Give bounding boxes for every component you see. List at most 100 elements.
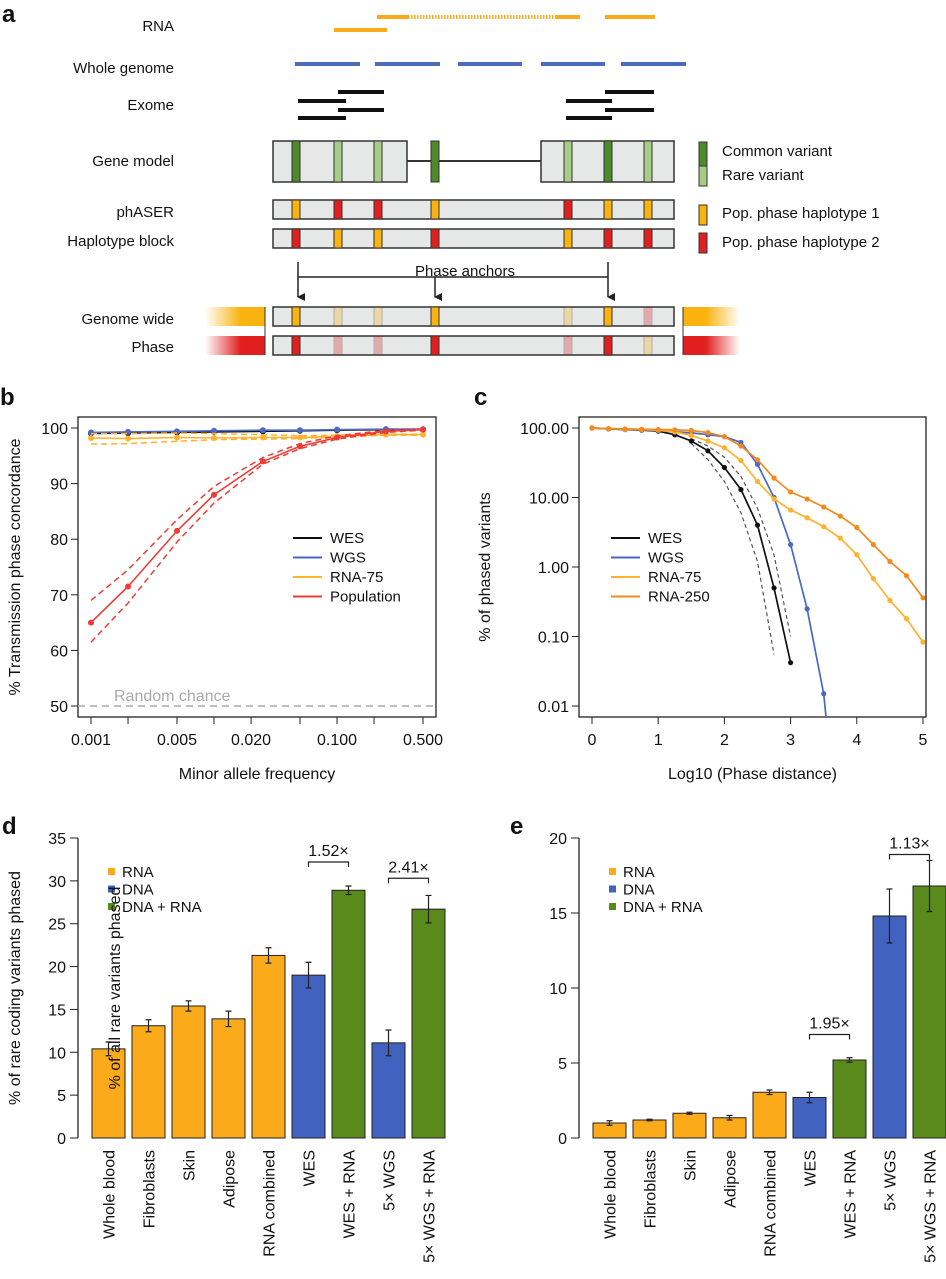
x-category-label: Whole blood <box>102 1150 119 1239</box>
x-category-label: 5× WGS + RNA <box>422 1150 439 1263</box>
data-point-WES <box>771 585 777 591</box>
row-label-rna: RNA <box>142 18 174 35</box>
data-point-WES <box>688 438 694 444</box>
phase-bar <box>272 335 675 356</box>
rare-variant-stripe <box>563 140 573 183</box>
legend-swatch-dna <box>609 885 616 893</box>
bar-WES + RNA <box>832 1059 867 1139</box>
data-point-RNA-75 <box>837 535 843 541</box>
legend-label-Population: Population <box>330 589 401 606</box>
panel-label-d: d <box>2 813 17 840</box>
y-tick-label: 0 <box>57 1131 66 1148</box>
x-tick-label: 0.001 <box>71 732 111 749</box>
x-tick-label: 0.100 <box>317 732 357 749</box>
data-point-Population <box>259 458 266 465</box>
fold-change-label: 1.13× <box>889 836 929 853</box>
data-point-RNA-75 <box>88 435 94 442</box>
allele-stripe-hap2 <box>291 228 301 249</box>
bar-Skin <box>171 1005 206 1139</box>
data-point-WGS <box>259 427 266 434</box>
y-tick-label: 20 <box>549 831 567 848</box>
allele-stripe-hap2 <box>333 335 343 356</box>
y-axis-label: % of all rare variants phased <box>107 887 124 1090</box>
allele-stripe-hap1 <box>643 335 653 356</box>
y-tick-label: 25 <box>48 917 66 934</box>
error-bar <box>425 894 432 924</box>
series-line-WGS <box>591 427 827 717</box>
data-point-RNA-250 <box>639 426 645 432</box>
x-category-label: RNA combined <box>262 1150 279 1257</box>
y-tick-label: 100.00 <box>520 421 569 438</box>
data-point-RNA-250 <box>920 595 926 601</box>
y-tick-label: 0.10 <box>538 630 569 647</box>
genome-wide-bar <box>272 306 675 327</box>
data-point-RNA-250 <box>605 426 612 432</box>
data-point-WGS <box>821 691 827 697</box>
error-bar <box>926 859 933 913</box>
legend-swatch-rna <box>108 868 115 875</box>
allele-stripe-hap1 <box>373 228 383 249</box>
legend-rare-swatch <box>698 165 708 187</box>
data-point-RNA-75 <box>870 576 876 582</box>
legend-swatch-dna <box>108 885 115 893</box>
allele-stripe-hap1 <box>430 199 440 220</box>
data-point-RNA-250 <box>870 542 876 548</box>
row-label-gene-model: Gene model <box>92 153 174 170</box>
data-point-WGS <box>296 427 303 434</box>
y-tick-label: 1.00 <box>538 560 569 577</box>
rare-variant-stripe <box>643 140 653 183</box>
data-point-RNA-75 <box>738 457 744 464</box>
chart-e: e 0 5 10 15 20 % of all rare variants phased Wh… <box>107 813 946 1263</box>
legend-label-dnarna: DNA + RNA <box>122 899 202 916</box>
legend-label-dna: DNA <box>122 882 154 899</box>
data-point-RNA-250 <box>622 426 628 432</box>
allele-stripe-hap1 <box>603 306 613 327</box>
x-tick-label: 3 <box>786 732 795 749</box>
x-category-label: 5× WGS <box>883 1150 900 1211</box>
y-tick-label: 70 <box>50 588 68 605</box>
x-category-label: Fibroblasts <box>643 1150 660 1228</box>
legend-hap2: Pop. phase haplotype 2 <box>722 234 880 251</box>
x-category-label: WES <box>803 1150 820 1186</box>
fold-change-label: 1.52× <box>308 843 348 860</box>
data-point-WES <box>705 448 711 454</box>
ci-lower-WES <box>690 442 775 655</box>
allele-stripe-hap2 <box>603 228 613 249</box>
data-point-RNA-75 <box>788 507 794 513</box>
data-point-RNA-250 <box>837 513 843 519</box>
data-point-RNA-250 <box>705 429 711 436</box>
chart-b: b 50 60 70 80 90 100 0.001 0.005 0.020 0.100 0.500 M… <box>0 384 443 783</box>
data-point-RNA-75 <box>173 434 180 441</box>
x-category-label: Whole blood <box>603 1150 620 1239</box>
data-point-Population <box>173 527 180 534</box>
x-tick-label: 0 <box>588 732 597 749</box>
allele-stripe-hap2 <box>373 199 383 220</box>
error-bar <box>185 1000 192 1012</box>
data-point-WGS <box>804 606 810 612</box>
data-point-RNA-75 <box>688 432 694 439</box>
bar-5× WGS <box>371 1042 406 1139</box>
data-point-RNA-250 <box>754 457 761 463</box>
common-variant-stripe <box>291 140 301 183</box>
plot-frame <box>77 416 437 718</box>
y-tick-label: 80 <box>50 532 68 549</box>
data-point-WGS <box>88 429 94 436</box>
data-point-RNA-250 <box>804 496 810 502</box>
error-bar <box>766 1089 773 1096</box>
data-point-RNA-75 <box>920 639 926 645</box>
fold-change-label: 2.41× <box>388 859 428 876</box>
data-point-RNA-75 <box>211 435 218 442</box>
comparison-bracket <box>808 1033 851 1040</box>
common-variant-stripe <box>603 140 613 183</box>
legend-swatch-dnarna <box>609 903 616 910</box>
allele-stripe-hap1 <box>643 199 653 220</box>
data-point-WGS <box>334 426 341 433</box>
legend-swatch-rna <box>609 868 616 875</box>
data-point-RNA-75 <box>754 478 761 485</box>
bar-WES + RNA <box>331 889 366 1139</box>
rare-variant-stripe <box>333 140 343 183</box>
data-point-RNA-75 <box>821 524 827 530</box>
x-category-label: Adipose <box>723 1150 740 1208</box>
legend-label-RNA-75: RNA-75 <box>330 569 383 586</box>
